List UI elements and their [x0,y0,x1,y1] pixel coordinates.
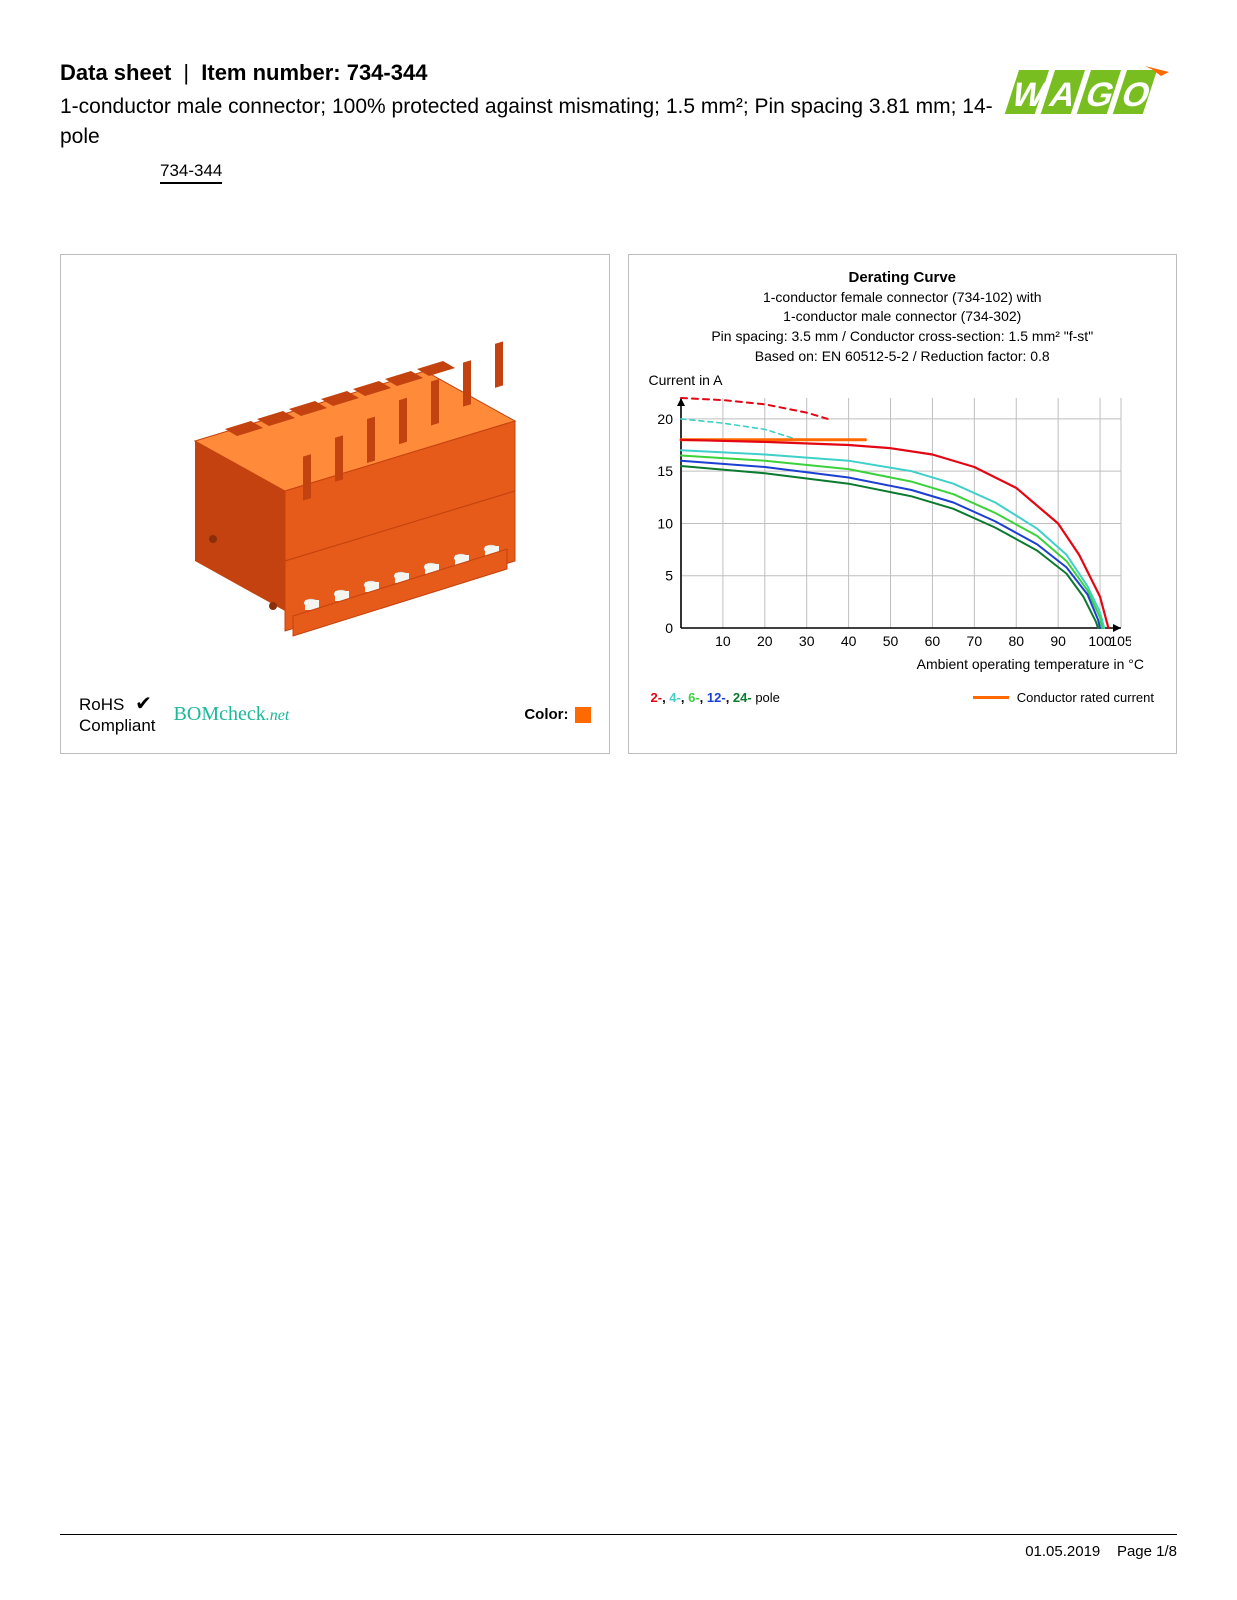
chart-panel: Derating Curve 1-conductor female connec… [628,254,1178,754]
svg-text:10: 10 [657,516,673,532]
compliance-row: RoHS ✔ Compliant BOMcheck.net Color: [73,684,597,740]
color-label-text: Color: [524,706,568,723]
derating-chart: 05101520102030405060708090100105 [641,392,1131,650]
panels: RoHS ✔ Compliant BOMcheck.net Color: Der… [60,254,1177,754]
pole-legend: 2-, 4-, 6-, 12-, 24- pole [651,690,780,705]
legend-pole-2: 6- [688,690,700,705]
svg-text:90: 90 [1050,633,1066,649]
subtitle: 1-conductor male connector; 100% protect… [60,92,997,153]
x-axis-label: Ambient operating temperature in °C [641,656,1165,672]
chart-title-bold: Derating Curve [641,267,1165,288]
svg-text:5: 5 [665,568,673,584]
compliant-label: Compliant [79,716,156,735]
part-number-link[interactable]: 734-344 [160,161,222,184]
svg-text:10: 10 [715,633,731,649]
chart-title-line-3: Based on: EN 60512-5-2 / Reduction facto… [641,347,1165,367]
svg-text:80: 80 [1008,633,1024,649]
svg-text:15: 15 [657,463,673,479]
svg-text:105: 105 [1109,633,1131,649]
header-text: Data sheet | Item number: 734-344 1-cond… [60,60,997,184]
footer: 01.05.2019 Page 1/8 [60,1534,1177,1560]
y-axis-label: Current in A [649,372,1165,388]
doc-type: Data sheet [60,60,171,85]
footer-page: Page 1/8 [1117,1543,1177,1560]
item-number: Item number: 734-344 [201,60,427,85]
bomcheck-text: BOMcheck [174,703,266,725]
legend: 2-, 4-, 6-, 12-, 24- pole Conductor rate… [641,690,1165,705]
svg-text:60: 60 [924,633,940,649]
chart-title-line-2: Pin spacing: 3.5 mm / Conductor cross-se… [641,327,1165,347]
page-title: Data sheet | Item number: 734-344 [60,60,997,86]
legend-pole-3: 12- [707,690,726,705]
svg-text:70: 70 [966,633,982,649]
legend-pole-0: 2- [651,690,663,705]
svg-text:40: 40 [840,633,856,649]
rated-label: Conductor rated current [1017,690,1154,705]
color-swatch [575,707,591,723]
svg-text:50: 50 [882,633,898,649]
chart-title-line-0: 1-conductor female connector (734-102) w… [641,288,1165,308]
rated-legend: Conductor rated current [973,690,1154,705]
rohs-label: RoHS [79,695,124,714]
svg-text:0: 0 [665,620,673,636]
product-panel: RoHS ✔ Compliant BOMcheck.net Color: [60,254,610,754]
chart-title-line-1: 1-conductor male connector (734-302) [641,307,1165,327]
svg-text:30: 30 [798,633,814,649]
svg-text:20: 20 [657,411,673,427]
wago-logo: W A G O [997,64,1177,125]
legend-pole-4: 24- [733,690,752,705]
rated-line-sample [973,696,1009,699]
color-indicator: Color: [524,706,590,723]
svg-text:O: O [1117,76,1156,114]
rohs-compliant: RoHS ✔ Compliant [79,692,156,736]
bomcheck-logo: BOMcheck.net [174,703,290,726]
separator: | [183,60,189,85]
legend-pole-1: 4- [669,690,681,705]
svg-text:G: G [1081,76,1120,114]
product-image [73,267,597,685]
check-icon: ✔ [135,693,152,715]
chart-title: Derating Curve 1-conductor female connec… [641,267,1165,366]
footer-date: 01.05.2019 [1025,1543,1100,1560]
bomcheck-suffix: .net [266,707,290,724]
svg-text:20: 20 [757,633,773,649]
header: Data sheet | Item number: 734-344 1-cond… [60,60,1177,184]
